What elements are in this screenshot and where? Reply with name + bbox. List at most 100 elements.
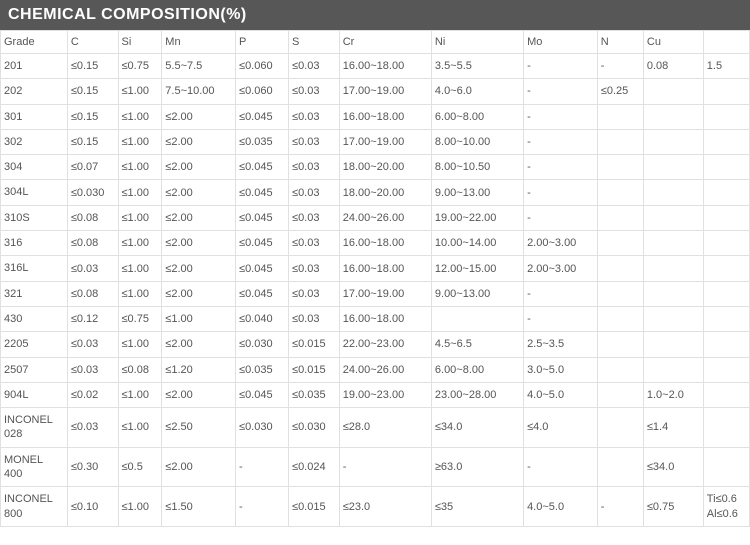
cell: 17.00~19.00 (339, 281, 431, 306)
cell: ≤2.00 (162, 447, 236, 487)
cell: 310S (1, 205, 68, 230)
cell: ≤0.15 (67, 104, 118, 129)
cell: ≤1.4 (643, 408, 703, 448)
cell: ≤0.024 (289, 447, 340, 487)
cell: INCONEL 800 (1, 487, 68, 527)
cell (703, 104, 749, 129)
table-row: INCONEL 028≤0.03≤1.00≤2.50≤0.030≤0.030≤2… (1, 408, 750, 448)
cell: 16.00~18.00 (339, 104, 431, 129)
cell: ≤0.03 (67, 408, 118, 448)
table-row: 301≤0.15≤1.00≤2.00≤0.045≤0.0316.00~18.00… (1, 104, 750, 129)
cell: ≤23.0 (339, 487, 431, 527)
cell: 2507 (1, 357, 68, 382)
cell: - (524, 104, 598, 129)
cell: 12.00~15.00 (431, 256, 523, 281)
cell: ≤0.060 (236, 54, 289, 79)
cell: ≤2.00 (162, 231, 236, 256)
cell: ≥63.0 (431, 447, 523, 487)
cell: - (236, 447, 289, 487)
cell (597, 205, 643, 230)
table-row: 302≤0.15≤1.00≤2.00≤0.035≤0.0317.00~19.00… (1, 129, 750, 154)
cell: ≤0.030 (236, 332, 289, 357)
cell: ≤1.50 (162, 487, 236, 527)
cell: ≤2.00 (162, 155, 236, 180)
cell (597, 256, 643, 281)
cell: 24.00~26.00 (339, 357, 431, 382)
cell: 0.08 (643, 54, 703, 79)
cell: ≤1.00 (118, 129, 162, 154)
cell: ≤0.03 (289, 104, 340, 129)
cell (597, 332, 643, 357)
cell: 18.00~20.00 (339, 180, 431, 205)
cell (703, 306, 749, 331)
cell: ≤0.30 (67, 447, 118, 487)
table-row: 304L≤0.030≤1.00≤2.00≤0.045≤0.0318.00~20.… (1, 180, 750, 205)
cell: ≤0.15 (67, 79, 118, 104)
cell: ≤1.00 (118, 408, 162, 448)
cell: - (524, 180, 598, 205)
cell: 202 (1, 79, 68, 104)
cell (431, 306, 523, 331)
cell: 19.00~23.00 (339, 382, 431, 407)
cell: ≤0.03 (289, 306, 340, 331)
cell: 23.00~28.00 (431, 382, 523, 407)
cell (597, 306, 643, 331)
cell: ≤0.75 (118, 306, 162, 331)
cell: 304 (1, 155, 68, 180)
cell: ≤0.060 (236, 79, 289, 104)
cell: 3.0~5.0 (524, 357, 598, 382)
col-header-ni: Ni (431, 31, 523, 54)
cell: ≤1.00 (118, 205, 162, 230)
cell: 316L (1, 256, 68, 281)
cell (703, 408, 749, 448)
cell: 16.00~18.00 (339, 54, 431, 79)
cell: ≤0.08 (67, 281, 118, 306)
cell: ≤0.045 (236, 281, 289, 306)
table-row: 304≤0.07≤1.00≤2.00≤0.045≤0.0318.00~20.00… (1, 155, 750, 180)
cell (703, 180, 749, 205)
table-row: 430≤0.12≤0.75≤1.00≤0.040≤0.0316.00~18.00… (1, 306, 750, 331)
cell: ≤1.00 (118, 487, 162, 527)
table-row: MONEL 400≤0.30≤0.5≤2.00-≤0.024-≥63.0-≤34… (1, 447, 750, 487)
cell: ≤0.030 (289, 408, 340, 448)
cell: ≤0.75 (643, 487, 703, 527)
cell: ≤0.035 (289, 382, 340, 407)
cell (597, 447, 643, 487)
cell: 1.5 (703, 54, 749, 79)
cell: 9.00~13.00 (431, 180, 523, 205)
cell (643, 129, 703, 154)
cell (643, 332, 703, 357)
cell: 9.00~13.00 (431, 281, 523, 306)
cell: - (597, 54, 643, 79)
cell: 4.0~6.0 (431, 79, 523, 104)
cell: ≤2.00 (162, 205, 236, 230)
cell: 2.5~3.5 (524, 332, 598, 357)
cell: ≤0.08 (67, 205, 118, 230)
cell (703, 205, 749, 230)
cell: ≤0.03 (289, 205, 340, 230)
cell (703, 332, 749, 357)
cell: ≤0.5 (118, 447, 162, 487)
title-bar: CHEMICAL COMPOSITION(%) (0, 0, 750, 30)
cell: ≤0.12 (67, 306, 118, 331)
table-row: 316L≤0.03≤1.00≤2.00≤0.045≤0.0316.00~18.0… (1, 256, 750, 281)
cell: ≤2.00 (162, 281, 236, 306)
cell (643, 281, 703, 306)
col-header-extra (703, 31, 749, 54)
cell (643, 256, 703, 281)
cell: ≤0.08 (67, 231, 118, 256)
cell: - (524, 79, 598, 104)
cell (597, 129, 643, 154)
cell: ≤0.045 (236, 382, 289, 407)
cell: 22.00~23.00 (339, 332, 431, 357)
cell (643, 104, 703, 129)
cell: ≤0.015 (289, 332, 340, 357)
cell (597, 357, 643, 382)
cell: ≤0.02 (67, 382, 118, 407)
table-row: 202≤0.15≤1.007.5~10.00≤0.060≤0.0317.00~1… (1, 79, 750, 104)
cell: ≤2.00 (162, 382, 236, 407)
cell (703, 382, 749, 407)
cell: - (339, 447, 431, 487)
cell: 10.00~14.00 (431, 231, 523, 256)
cell: ≤0.045 (236, 104, 289, 129)
